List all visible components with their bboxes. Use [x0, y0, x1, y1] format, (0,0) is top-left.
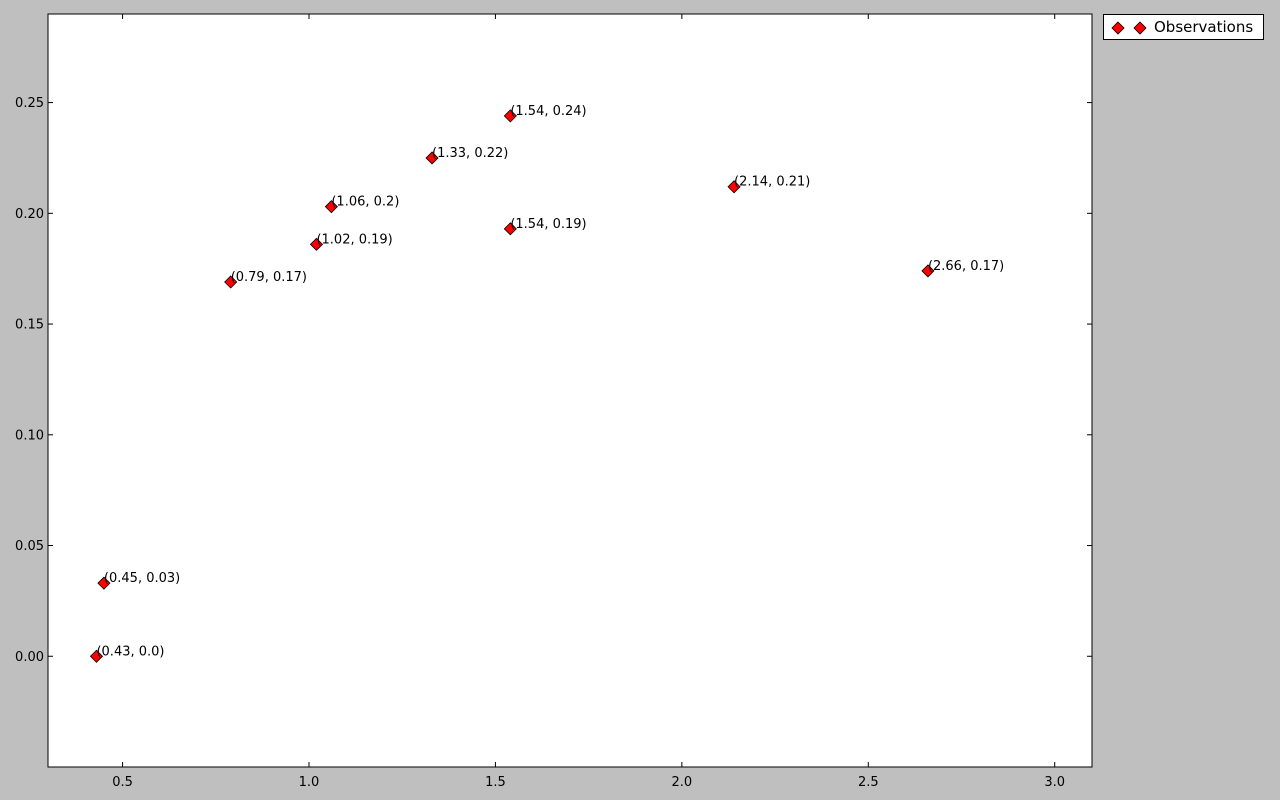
y-tick-label: 0.25 [15, 96, 44, 111]
y-tick-label: 0.05 [15, 539, 44, 554]
point-label: (1.06, 0.2) [331, 195, 399, 210]
legend: Observations [1103, 14, 1264, 40]
point-label: (0.43, 0.0) [96, 644, 164, 659]
point-label: (2.14, 0.21) [734, 175, 810, 190]
data-point [503, 109, 517, 123]
data-points: (0.43, 0.0) (0.45, 0.03) (0.79, 0.17) (1.02… [89, 104, 1004, 663]
data-point [425, 151, 439, 165]
data-point [921, 264, 935, 278]
y-axis: 0.00 0.05 0.10 0.15 0.20 0.25 [15, 96, 1092, 665]
data-point [309, 237, 324, 251]
y-tick-label: 0.15 [15, 318, 44, 333]
plot-area [47, 13, 1093, 768]
x-tick-label: 3.0 [1044, 775, 1065, 790]
x-tick-label: 1.0 [299, 775, 320, 790]
legend-label: Observations [1154, 18, 1254, 36]
x-tick-label: 2.0 [672, 775, 693, 790]
data-point [224, 275, 238, 289]
x-axis: 0.5 1.0 1.5 2.0 2.5 3.0 [112, 14, 1065, 790]
y-tick-label: 0.00 [15, 650, 44, 665]
x-tick-label: 2.5 [858, 775, 879, 790]
point-label: (2.66, 0.17) [928, 259, 1004, 274]
y-tick-label: 0.10 [15, 428, 44, 443]
point-label: (1.02, 0.19) [316, 232, 392, 247]
point-label: (0.45, 0.03) [104, 571, 180, 586]
point-label: (1.33, 0.22) [432, 146, 508, 161]
data-point [727, 180, 741, 194]
data-point [89, 649, 104, 663]
data-point [97, 576, 111, 590]
legend-marker-icon [1111, 21, 1147, 35]
point-label: (1.54, 0.19) [510, 217, 586, 232]
data-point [503, 222, 517, 236]
point-label: (0.79, 0.17) [231, 270, 307, 285]
x-tick-label: 1.5 [485, 775, 506, 790]
y-tick-label: 0.20 [15, 207, 44, 222]
x-tick-label: 0.5 [112, 775, 133, 790]
point-label: (1.54, 0.24) [510, 104, 586, 119]
data-point [324, 200, 338, 214]
